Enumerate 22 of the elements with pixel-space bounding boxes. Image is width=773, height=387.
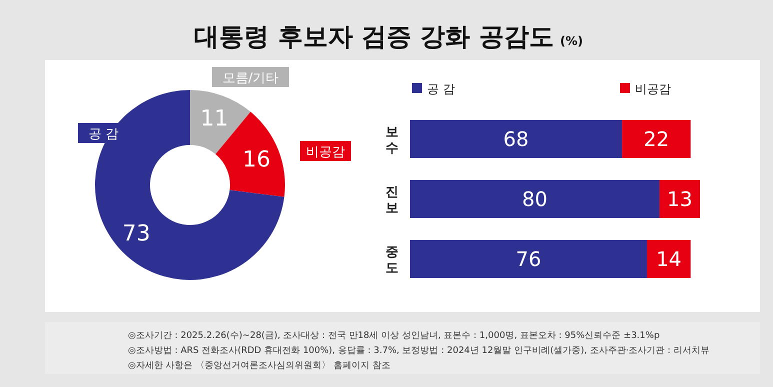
text: ◎자세한 사항은 〈중앙선거여론조사심의위원회〉 홈페이지 참조 [128,360,390,371]
data-label: 14 [656,247,682,271]
data-label: 11 [200,106,228,132]
legend-label: 비공감 [635,82,671,96]
slice-label: 모름/기타 [222,71,279,86]
slice-label: 비공감 [306,145,345,160]
data-label: 73 [122,221,150,246]
data-label: 80 [522,187,548,211]
slice-label: 공 감 [88,127,119,142]
chart-subtitle: (%) [560,34,583,48]
legend-label: 공 감 [427,82,455,96]
chart-title: 대통령 후보자 검증 강화 공감도 [194,22,554,51]
data-label: 76 [516,247,542,271]
data-label: 68 [503,127,529,151]
y-tick-label: 진보 [386,185,398,216]
text: ◎조사기간 : 2025.2.26(수)~28(금), 조사대상 : 전국 만18세 이상 성인남녀, 표본수 : 1,000명, 표본오차 : 95%신뢰수준 ±3.1%p [128,331,660,341]
y-tick-label: 중도 [386,245,398,276]
y-tick-label: 보수 [386,125,398,156]
data-label: 22 [644,127,670,151]
text: ◎조사방법 : ARS 전화조사(RDD 휴대전화 100%), 응답률 : 3.7%, 보정방법 : 2024년 12월말 인구비례(셀가중), 조사주관·조사기관 : 리서치뷰 [128,346,710,356]
data-label: 16 [242,148,270,173]
data-label: 13 [667,187,692,211]
